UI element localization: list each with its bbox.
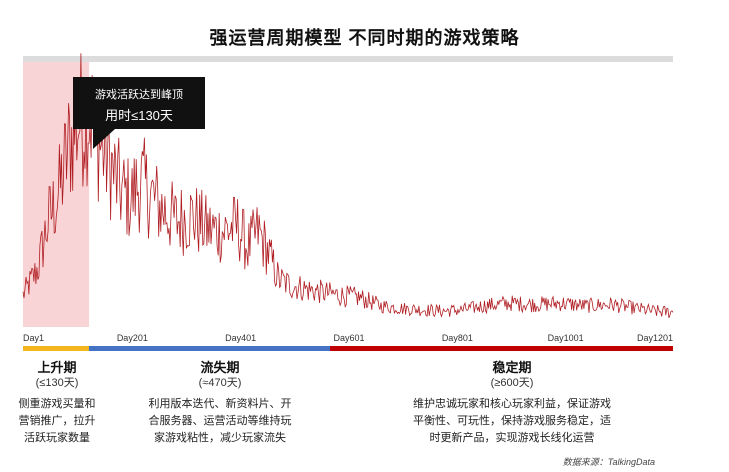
phase-title-stable: 稳定期: [492, 360, 532, 375]
phase-bar: [23, 346, 90, 351]
page-title: 强运营周期模型 不同时期的游戏策略: [209, 28, 520, 48]
x-tick-label: Day1201: [636, 333, 673, 343]
phase-desc-stable: 维护忠诚玩家和核心玩家利益，保证游戏 平衡性、可玩性，保持游戏服务稳定，适 时更…: [402, 396, 622, 447]
series-group: [22, 53, 674, 319]
x-tick-label: Day801: [441, 333, 473, 343]
x-tick-label: Day1: [23, 333, 45, 343]
source-note: 数据来源：TalkingData: [562, 457, 655, 467]
phase-desc-line: 合服务器、运营活动等维持玩: [148, 415, 292, 427]
phase-desc-line: 维护忠诚玩家和核心玩家利益，保证游戏: [413, 398, 611, 410]
phase-duration-stable: (≥600天): [490, 377, 534, 389]
callout-line1: 游戏活跃达到峰顶: [95, 89, 183, 101]
phase-title-rise: 上升期: [37, 360, 77, 375]
phase-desc-line: 时更新产品，实现游戏长线化运营: [429, 432, 595, 444]
phase-desc-churn: 利用版本迭代、新资料片、开 合服务器、运营活动等维持玩 家游戏粘性，减少玩家流失: [130, 396, 310, 447]
callout-pointer: [93, 129, 115, 149]
phase-title-churn: 流失期: [200, 360, 240, 375]
phase-desc-line: 侧重游戏买量和: [18, 398, 96, 410]
x-tick-label: Day601: [333, 333, 365, 343]
phase-desc-line: 家游戏粘性，减少玩家流失: [154, 432, 286, 444]
phase-bar: [89, 346, 331, 351]
phase-desc-line: 活跃玩家数量: [24, 432, 90, 444]
phase-duration-churn: (≈470天): [198, 377, 242, 389]
x-tick-label: Day401: [225, 333, 257, 343]
phase-desc-line: 利用版本迭代、新资料片、开: [148, 398, 292, 410]
callout-line2: 用时≤130天: [105, 108, 173, 123]
top-divider-bar: [23, 56, 673, 62]
phase-desc-rise: 侧重游戏买量和 营销推广，拉升 活跃玩家数量: [2, 396, 112, 447]
phase-bar: [330, 346, 673, 351]
peak-callout: 游戏活跃达到峰顶 用时≤130天: [73, 77, 205, 129]
phase-desc-line: 营销推广，拉升: [18, 415, 96, 427]
phase-duration-rise: (≤130天): [35, 377, 79, 389]
phase-desc-line: 平衡性、可玩性，保持游戏服务稳定，适: [413, 415, 611, 427]
series-line: [22, 53, 674, 319]
x-tick-label: Day201: [116, 333, 148, 343]
x-tick-label: Day1001: [547, 333, 584, 343]
